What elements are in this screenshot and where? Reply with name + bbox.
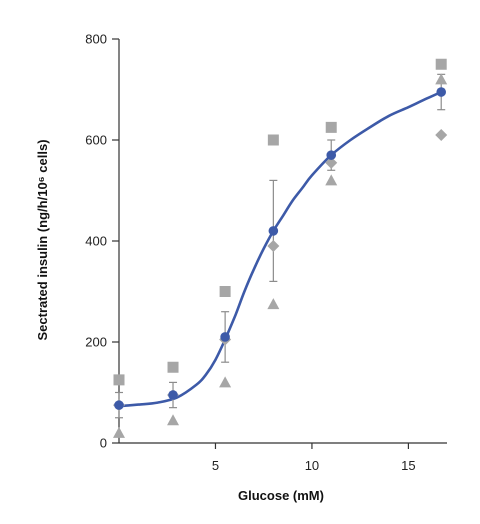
- fit-curve-layer: [117, 90, 443, 408]
- y-tick-label: 600: [85, 133, 107, 148]
- triangle-marker: [435, 73, 448, 85]
- axes: 0 200 400 600 800 5 10 15: [85, 32, 447, 473]
- mean-point: [114, 400, 124, 410]
- x-axis-title: Glucose (mM): [238, 488, 324, 503]
- x-tick-label: 5: [212, 458, 219, 473]
- y-tick-label: 400: [85, 234, 107, 249]
- square-marker: [167, 361, 179, 373]
- square-marker: [325, 121, 337, 133]
- mean-point: [268, 226, 279, 236]
- y-axis-title: Sectrated insulin (ng/h/10⁶ cells): [35, 139, 50, 340]
- x-tick-label: 10: [305, 458, 319, 473]
- diamond-marker: [267, 240, 280, 253]
- triangle-marker: [267, 298, 280, 310]
- diamond-marker: [325, 156, 338, 169]
- mean-point: [326, 150, 337, 160]
- triangle-marker: [113, 426, 125, 438]
- triangle-marker: [219, 376, 232, 388]
- y-tick-label: 0: [100, 436, 107, 451]
- mean-point: [220, 332, 230, 342]
- y-tick-label: 800: [85, 32, 107, 47]
- square-marker: [267, 134, 279, 146]
- x-tick-label: 15: [401, 458, 415, 473]
- diamond-marker: [435, 128, 448, 141]
- error-bars: [115, 73, 446, 419]
- triangle-marker: [325, 174, 338, 186]
- fit-curve: [117, 90, 443, 408]
- triangle-marker: [167, 414, 180, 426]
- y-tick-label: 200: [85, 335, 107, 350]
- data-points: [113, 58, 448, 438]
- square-marker: [435, 58, 447, 70]
- mean-point: [436, 87, 447, 97]
- square-marker: [219, 286, 231, 297]
- square-marker: [113, 374, 125, 386]
- mean-point: [168, 390, 178, 400]
